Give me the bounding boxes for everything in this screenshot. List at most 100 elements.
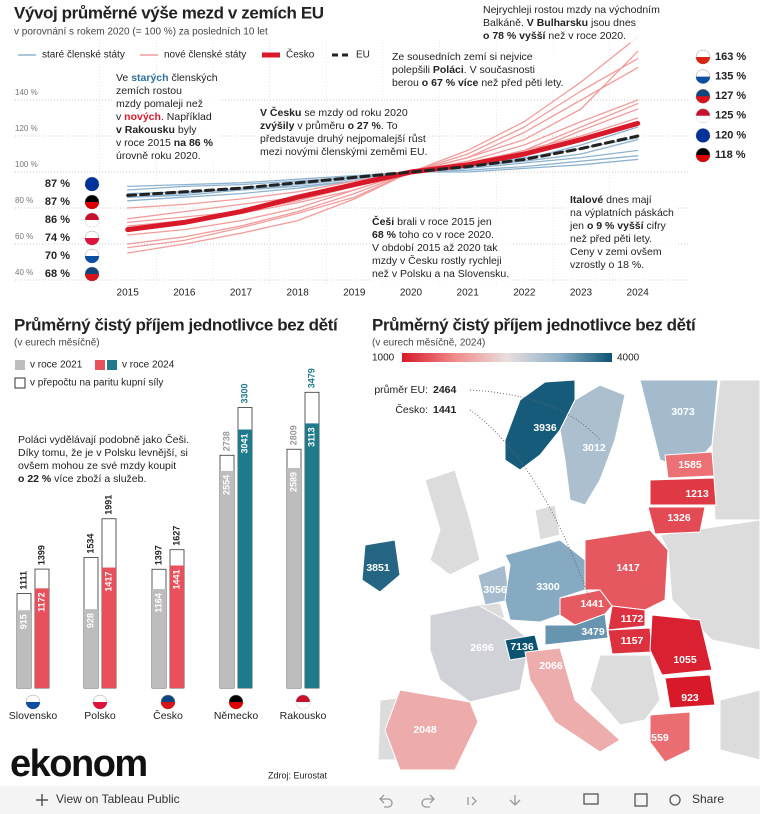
ppp-label: 1397 <box>153 545 163 565</box>
region <box>664 451 715 479</box>
legend-swatch <box>95 360 105 370</box>
line <box>125 120 641 233</box>
region-label: 2066 <box>539 660 563 672</box>
annotation-run: v roce 2015 <box>116 137 174 149</box>
y-tick-label: 120 % <box>15 124 38 133</box>
region-label: 2696 <box>470 642 494 654</box>
chart-title: Průměrný čistý příjem jednotlivce bez dě… <box>372 315 697 334</box>
line <box>127 66 639 249</box>
bar <box>152 589 166 688</box>
share-icon[interactable] <box>669 794 681 806</box>
legend-swatch <box>14 377 26 389</box>
flag-half <box>85 184 99 191</box>
annotation-bg <box>481 2 663 43</box>
bar <box>238 429 252 688</box>
x-tick-label: Slovensko <box>9 710 58 722</box>
chart-subtitle: (v eurech měsíčně) <box>14 338 100 349</box>
land <box>711 379 760 521</box>
annotation-line: na výplatních páskách <box>570 207 674 219</box>
share-button[interactable]: Share <box>692 792 724 806</box>
annotation-run: než v Polsku a na Slovensku. <box>372 268 509 280</box>
region <box>361 539 401 593</box>
annotation-line: Ceny v zemi ovšem <box>570 246 662 258</box>
annotation-run: cifry <box>644 220 667 232</box>
annotation-run: v <box>116 111 124 123</box>
region <box>524 647 621 753</box>
annotation-run: 68 % <box>372 229 397 241</box>
x-tick-label: 2016 <box>173 288 196 299</box>
annotation-line: než před pěti lety. <box>570 233 652 245</box>
end-label: 135 % <box>715 71 746 83</box>
annotation-line: V Česku se mzdy od roku 2020 <box>260 106 408 119</box>
annotation-line: mezi novými členskými zeměmi EU. <box>260 146 427 158</box>
annotation-run: ovšem mohou ze své mzdy koupit <box>18 460 176 472</box>
tableau-icon <box>36 794 48 806</box>
ppp-label: 1627 <box>171 526 181 546</box>
annotation-run: zvýšily <box>260 120 295 132</box>
annotation-line: Díky tomu, že je v Polsku levnější, si <box>18 447 188 459</box>
region <box>649 711 691 763</box>
land <box>589 654 661 726</box>
region <box>647 506 706 535</box>
annotation-run: jen <box>569 220 587 232</box>
revert-icon[interactable] <box>467 796 477 806</box>
chart-title: Průměrný čistý příjem jednotlivce bez dě… <box>14 315 339 334</box>
value-label: 915 <box>18 614 28 629</box>
x-tick-label: 2015 <box>117 288 140 299</box>
annotation-run: Díky tomu, že je v Polsku levnější, si <box>18 447 188 459</box>
flag-half <box>696 135 710 143</box>
annotation-line: polepšili Poláci. V současnosti <box>392 64 535 76</box>
annotation-bg <box>258 104 430 159</box>
region-label: 1055 <box>673 654 697 666</box>
region-label: 3073 <box>671 406 695 418</box>
start-label: 74 % <box>45 232 70 244</box>
fullscreen-icon[interactable] <box>634 793 648 807</box>
tableau-link[interactable]: View on Tableau Public <box>56 792 180 806</box>
annotation-run: Balkáně. <box>483 17 527 29</box>
annotation-line: ovšem mohou ze své mzdy koupit <box>18 460 176 472</box>
region-label: 1172 <box>621 613 644 625</box>
annotation-bg <box>370 213 512 281</box>
legend-swatch <box>107 360 117 370</box>
bar <box>35 588 49 688</box>
toolbar-icons <box>379 793 681 808</box>
redo-icon[interactable] <box>421 794 435 808</box>
annotation-run: V Bulharsku <box>527 17 588 29</box>
annotation-run: Poláci <box>433 64 464 76</box>
annotation: Poláci vydělávají podobně jako Češi.Díky… <box>18 433 189 485</box>
scale-min: 1000 <box>372 353 395 364</box>
ppp-label: 1399 <box>36 545 46 565</box>
x-tick-label: 2018 <box>287 288 310 299</box>
annotation-run: . To <box>381 120 398 132</box>
annotation-run: Češi <box>372 215 394 228</box>
x-tick-label: 2021 <box>457 288 480 299</box>
start-label: 87 % <box>45 196 70 208</box>
line <box>127 99 639 236</box>
flag <box>695 128 711 143</box>
annotation-line: berou o 67 % více než před pěti lety. <box>392 77 563 89</box>
region <box>559 384 626 506</box>
flag-half <box>93 702 107 709</box>
legend-label: v roce 2024 <box>122 360 175 371</box>
end-label: 120 % <box>715 129 746 141</box>
undo-icon[interactable] <box>379 794 393 808</box>
x-tick-label: 2022 <box>513 288 536 299</box>
annotation-run: V Česku <box>260 106 301 119</box>
annotation-bg <box>390 49 566 90</box>
annotation-line: vzrostly o 18 %. <box>570 259 644 271</box>
x-tick-label: 2023 <box>570 288 593 299</box>
value-label: 1172 <box>36 592 46 612</box>
refresh-icon[interactable] <box>509 795 521 806</box>
land <box>719 689 760 761</box>
annotation-line: V období 2015 až 2020 tak <box>372 242 498 254</box>
annotation-run: Poláci vydělávají podobně jako Češi. <box>18 433 189 446</box>
chart-title: Vývoj průměrné výše mezd v zemích EU <box>14 3 324 22</box>
download-icon[interactable] <box>583 793 599 805</box>
annotation-run: na výplatních páskách <box>570 207 674 219</box>
annotation-run: než před pěti lety. <box>570 233 652 245</box>
annotation-run: v Rakousku <box>116 124 175 136</box>
toolbar <box>0 786 760 814</box>
annotation-line: o 22 % více zboží a služeb. <box>18 473 146 485</box>
